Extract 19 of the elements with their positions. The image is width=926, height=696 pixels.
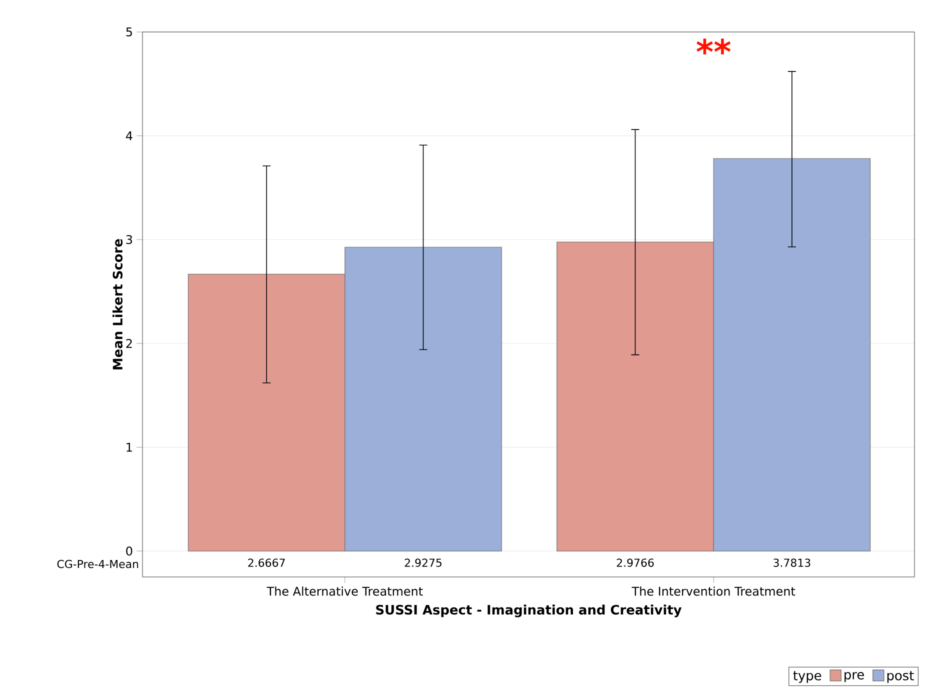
legend-label: pre <box>844 672 864 682</box>
legend-title: type <box>793 671 822 683</box>
text: CG-Pre-4-Mean <box>57 560 138 568</box>
y-tick-label: 0 <box>126 546 132 556</box>
x-tick-label: The Intervention Treatment <box>632 586 796 596</box>
data-label: 3.7813 <box>774 558 810 567</box>
y-tick-label: 1 <box>126 442 132 452</box>
y-tick-label: 3 <box>126 235 132 244</box>
y-axis-title: Mean Likert Score <box>112 239 123 370</box>
legend-label: post <box>887 671 914 683</box>
y-tick-label: 4 <box>126 131 132 140</box>
y-tick-label: 2 <box>126 338 132 348</box>
x-axis-title: SUSSI Aspect - Imagination and Creativity <box>376 604 682 618</box>
data-label: 2.9766 <box>616 558 654 567</box>
annotation: ** <box>696 38 731 54</box>
x-tick-label: The Alternative Treatment <box>266 586 423 596</box>
data-label: 2.6667 <box>248 558 285 567</box>
y-tick-label: 5 <box>126 28 132 36</box>
data-label: 2.9275 <box>404 558 442 567</box>
